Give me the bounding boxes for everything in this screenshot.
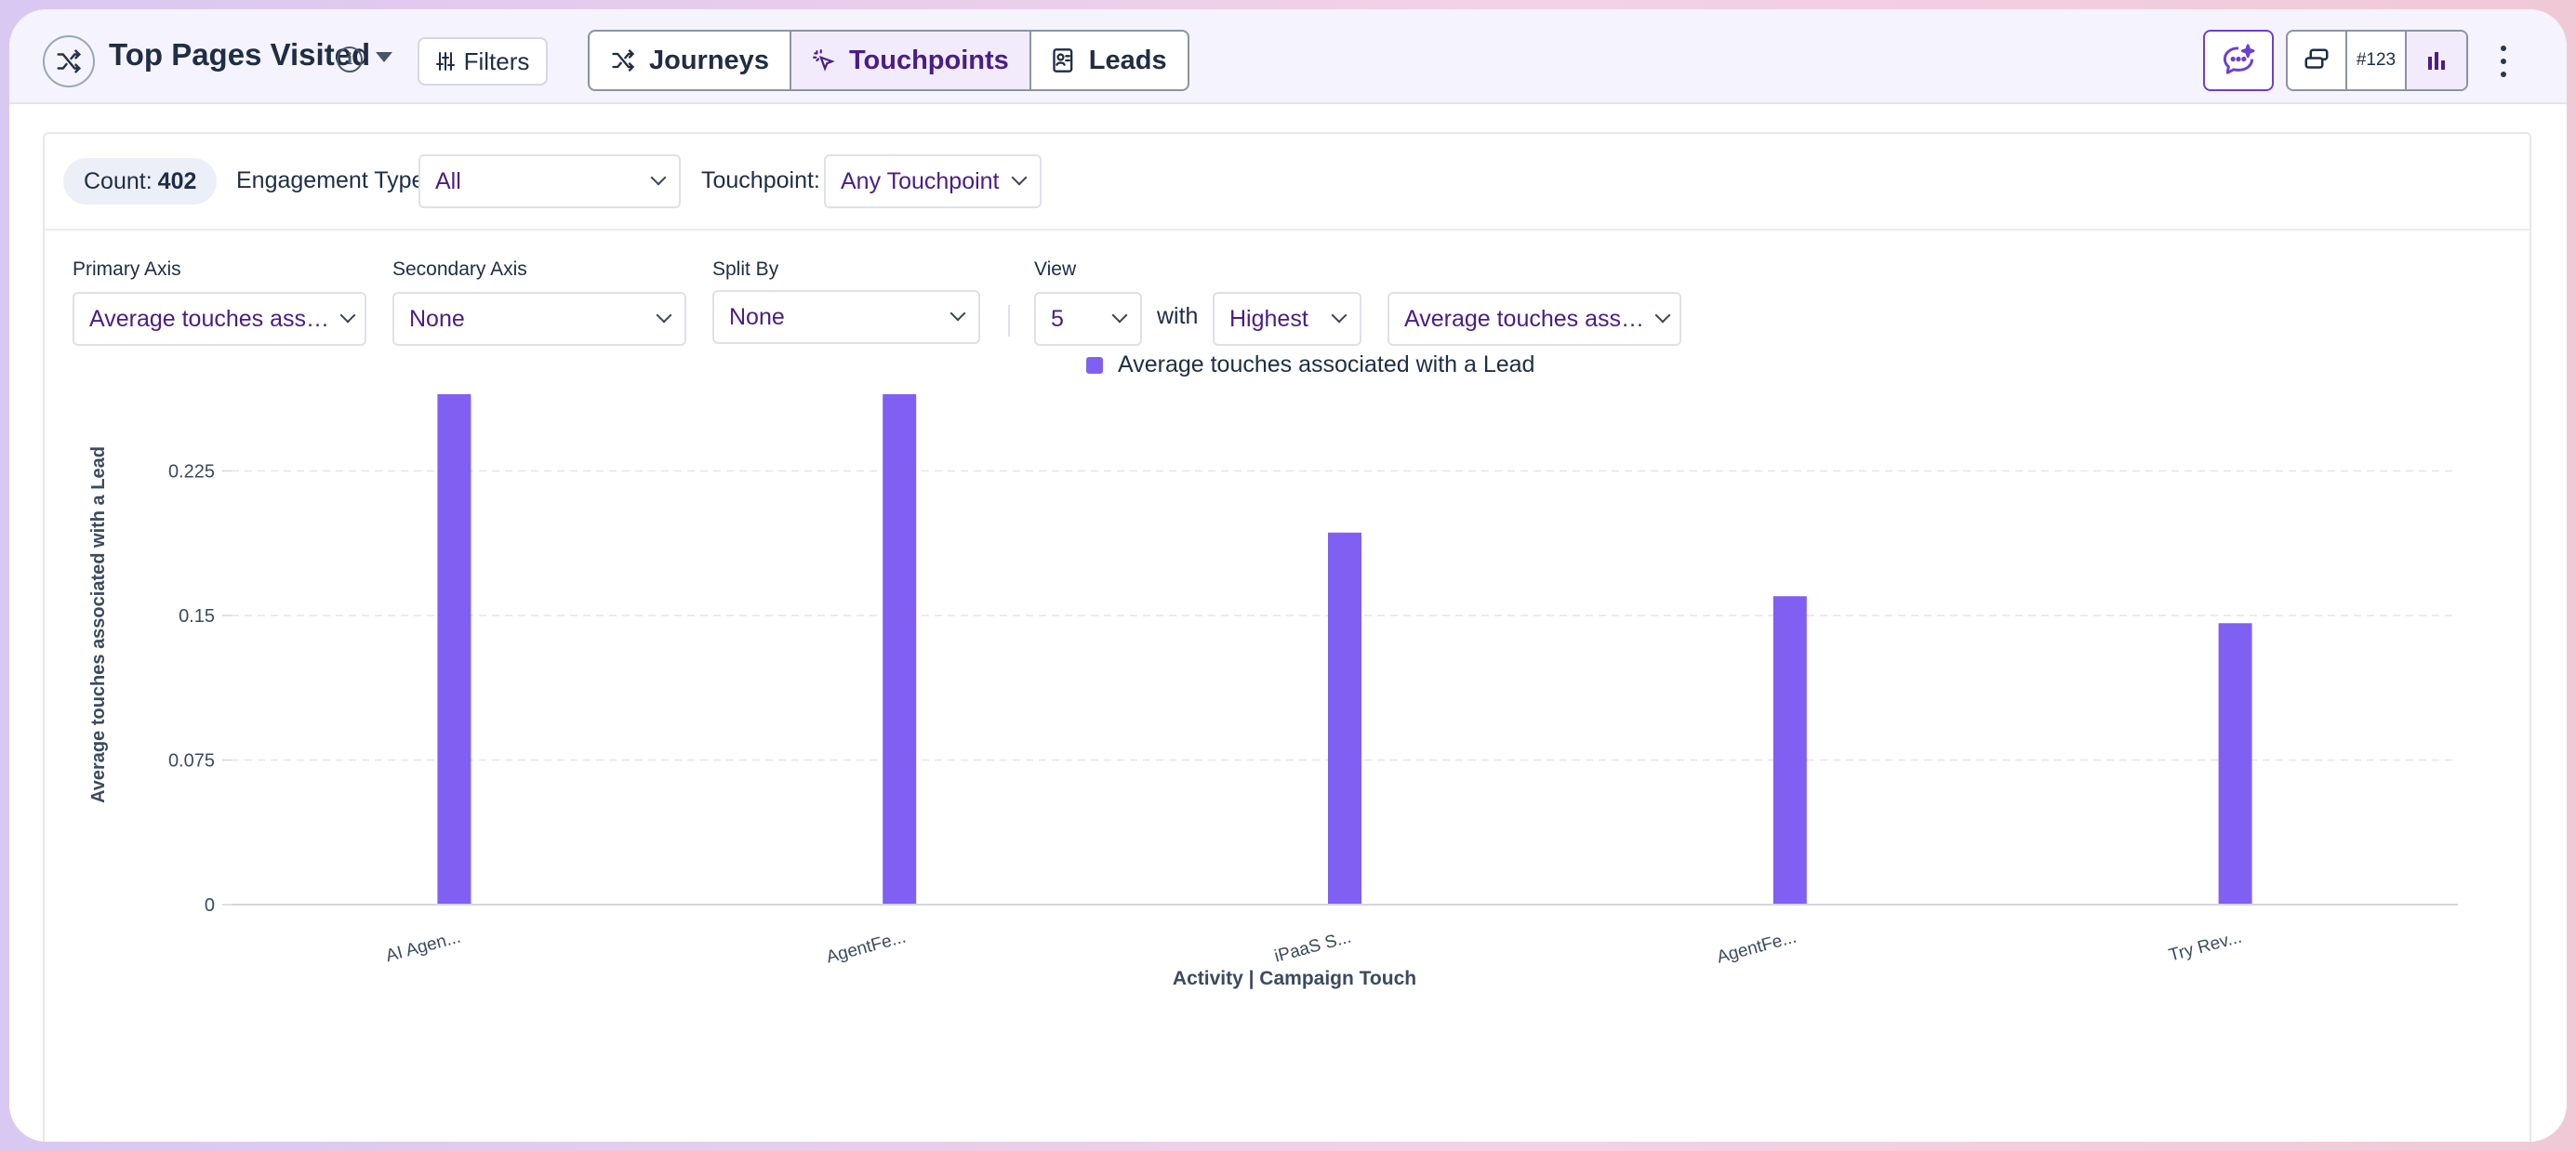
bar[interactable] (1773, 596, 1807, 905)
bar[interactable] (883, 394, 917, 905)
engagement-type-value: All (435, 167, 461, 194)
shuffle-icon (612, 49, 635, 72)
tab-label: Touchpoints (848, 45, 1009, 75)
split-by-value: None (729, 303, 785, 330)
tap-icon (813, 49, 835, 72)
touchpoint-label: Touchpoint: (701, 167, 820, 193)
tab-journeys[interactable]: Journeys (590, 32, 791, 89)
more-options-icon[interactable] (2490, 37, 2517, 86)
bar[interactable] (2218, 623, 2252, 905)
x-axis-title: Activity | Campaign Touch (1173, 968, 1416, 989)
count-value: 402 (157, 167, 197, 194)
view-order-select[interactable]: Highest (1213, 292, 1361, 346)
view-order-value: Highest (1229, 305, 1308, 332)
report-header: Top Pages Visited i Filters Journeys Tou… (9, 9, 2567, 104)
x-tick-label: Try Rev... (2167, 928, 2244, 966)
x-tick-label: AgentFe... (824, 928, 908, 968)
lead-card-icon (1053, 48, 1073, 73)
x-tick-label: AI Agen... (384, 928, 463, 967)
engagement-type-label: Engagement Type: (236, 167, 432, 193)
tab-touchpoints[interactable]: Touchpoints (790, 32, 1031, 89)
tab-label: Journeys (649, 45, 769, 75)
chevron-down-icon (656, 307, 672, 324)
bar[interactable] (437, 394, 471, 905)
summary-row: Count: 402 Engagement Type: All Touchpoi… (45, 134, 2530, 231)
x-tick-label: iPaaS S... (1272, 928, 1353, 967)
number-view-button[interactable]: #123 (2347, 32, 2407, 89)
view-label: View (1034, 258, 1077, 280)
chart-legend[interactable]: Average touches associated with a Lead (1086, 351, 1534, 378)
chevron-down-icon (1011, 169, 1028, 186)
bar-chart-view-button[interactable] (2407, 32, 2466, 89)
stack-icon (2304, 48, 2329, 69)
legend-swatch (1086, 356, 1103, 374)
chevron-down-icon (1111, 307, 1128, 324)
filters-label: Filters (463, 46, 530, 75)
chevron-down-icon (949, 305, 966, 322)
split-by-select[interactable]: None (712, 290, 980, 344)
y-tick-label: 0.225 (168, 462, 215, 483)
count-label: Count: (84, 167, 153, 194)
number-icon: #123 (2356, 50, 2397, 70)
tab-label: Leads (1088, 45, 1167, 75)
primary-axis-label: Primary Axis (73, 258, 181, 280)
view-metric-value: Average touches ass… (1404, 305, 1645, 332)
y-tick-label: 0 (205, 895, 215, 916)
secondary-axis-select[interactable]: None (392, 292, 686, 346)
divider (1008, 305, 1010, 337)
visualization-switcher: #123 (2286, 30, 2468, 91)
engagement-type-select[interactable]: All (418, 154, 681, 208)
bar[interactable] (1328, 532, 1361, 905)
app-window: Top Pages Visited i Filters Journeys Tou… (9, 9, 2567, 1142)
secondary-axis-label: Secondary Axis (392, 258, 527, 280)
bar-chart-icon (2428, 52, 2445, 70)
chevron-down-icon (339, 307, 356, 324)
sliders-icon (435, 52, 455, 71)
info-icon[interactable]: i (337, 46, 363, 73)
caret-down-icon[interactable] (376, 52, 392, 62)
filters-button[interactable]: Filters (418, 37, 548, 86)
view-count-select[interactable]: 5 (1034, 292, 1142, 346)
stack-view-button[interactable] (2288, 32, 2347, 89)
report-panel: Count: 402 Engagement Type: All Touchpoi… (43, 132, 2531, 1142)
with-label: with (1157, 303, 1199, 329)
primary-axis-select[interactable]: Average touches ass… (73, 292, 366, 346)
chevron-down-icon (650, 169, 667, 186)
view-count-value: 5 (1051, 305, 1064, 332)
tab-leads[interactable]: Leads (1031, 32, 1188, 89)
count-badge: Count: 402 (63, 158, 218, 205)
chevron-down-icon (1654, 307, 1671, 324)
touchpoint-value: Any Touchpoint (841, 167, 1000, 194)
split-by-label: Split By (712, 258, 779, 280)
touchpoint-select[interactable]: Any Touchpoint (824, 154, 1042, 208)
y-axis-title: Average touches associated with a Lead (88, 446, 109, 803)
page-title: Top Pages Visited (109, 37, 371, 72)
ai-chat-sparkle-icon (2223, 44, 2255, 74)
view-metric-select[interactable]: Average touches ass… (1388, 292, 1681, 346)
y-tick-label: 0.075 (168, 751, 215, 772)
primary-axis-value: Average touches ass… (89, 305, 330, 332)
shuffle-icon[interactable] (43, 35, 95, 87)
x-tick-label: AgentFe... (1715, 928, 1799, 968)
legend-label: Average touches associated with a Lead (1118, 351, 1535, 377)
y-tick-label: 0.15 (179, 606, 215, 627)
view-tabs: Journeys Touchpoints Leads (588, 30, 1189, 91)
chevron-down-icon (1331, 307, 1348, 324)
ai-chat-button[interactable] (2203, 30, 2274, 91)
secondary-axis-value: None (409, 305, 465, 332)
